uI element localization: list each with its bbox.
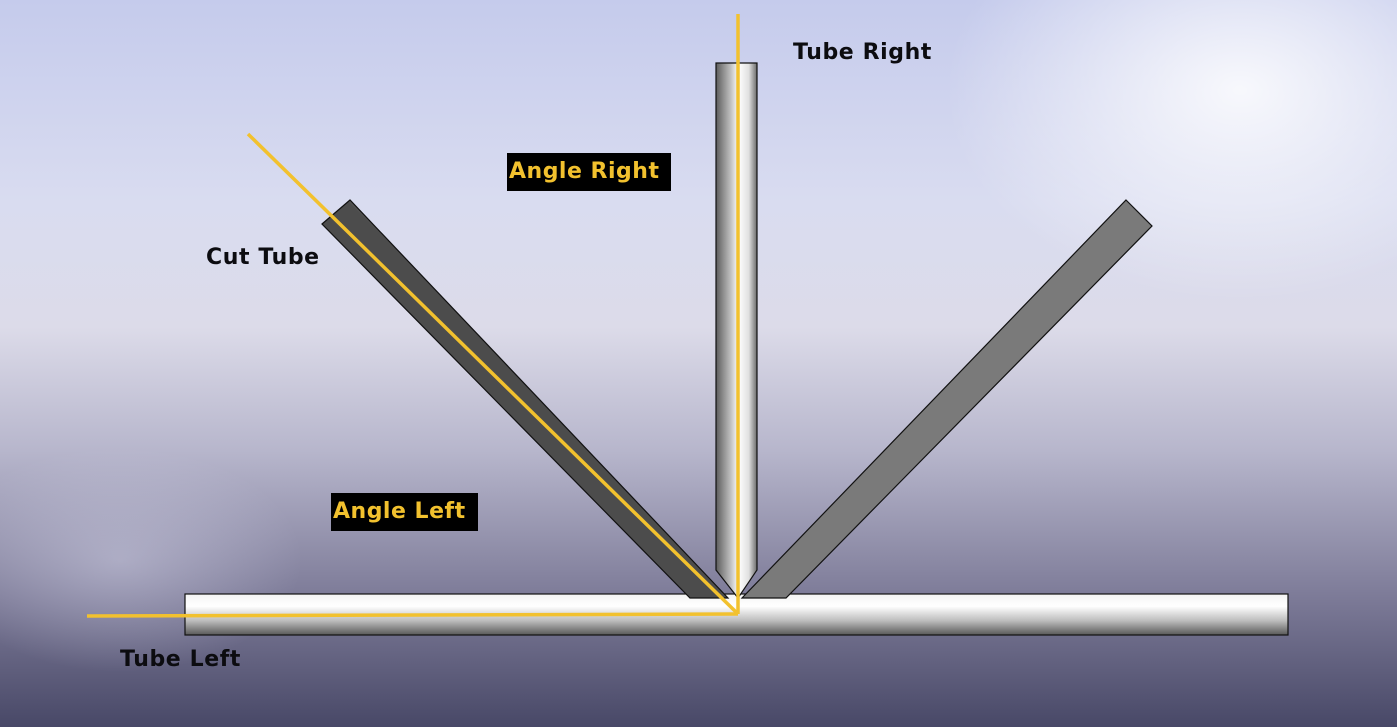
right-diagonal-tube-shape xyxy=(740,199,1153,599)
angle-left-badge: Angle Left xyxy=(331,493,478,531)
guide-line-diagonal xyxy=(246,132,740,616)
tube-left-label: Tube Left xyxy=(120,647,242,672)
guide-line-horizontal xyxy=(86,612,739,618)
cut-tube-shape xyxy=(321,199,730,599)
cut-tube-label: Cut Tube xyxy=(206,245,320,270)
angle-right-badge: Angle Right xyxy=(507,153,672,191)
tube-right-label: Tube Right xyxy=(793,40,932,65)
